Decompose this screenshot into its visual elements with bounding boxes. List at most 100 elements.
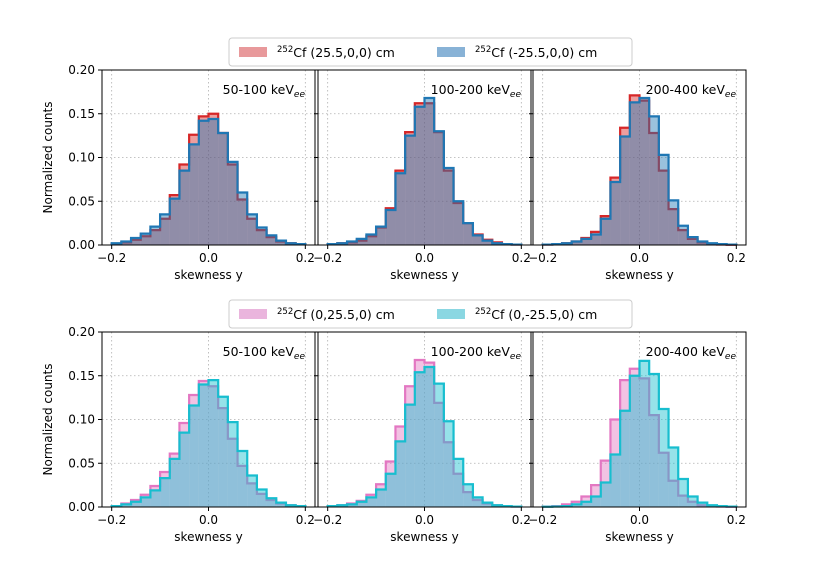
histogram-bar (443, 170, 454, 246)
histogram-bar (639, 378, 650, 508)
histogram-bar (218, 408, 228, 508)
histogram-bar (472, 234, 483, 245)
histogram-bar (649, 133, 659, 245)
histogram-bar (581, 238, 592, 245)
histogram-bar (463, 223, 473, 246)
histogram-bar (639, 98, 650, 245)
histogram-bar (697, 502, 708, 508)
x-axis-label: skewness y (605, 530, 673, 544)
histogram-bar (649, 415, 659, 508)
histogram-bar (620, 127, 630, 245)
histogram-bar (247, 483, 257, 508)
x-tick-label: −0.2 (528, 251, 557, 265)
histogram-bar (395, 426, 406, 507)
histogram-bar (237, 199, 248, 245)
histogram-bar (600, 460, 611, 508)
histogram-bar (276, 240, 286, 246)
panel-1-3: −0.2 0.0 0.2 skewness y 200-400 keVee (528, 69, 747, 282)
x-tick-label: 0.2 (727, 251, 746, 265)
histogram-bar (668, 480, 679, 507)
histogram-bar (658, 154, 669, 246)
histogram-bar (169, 198, 180, 246)
histogram-bar (356, 501, 367, 507)
histogram-bar (687, 237, 698, 246)
histogram-bar (131, 501, 141, 507)
histogram-bar (189, 405, 199, 507)
x-tick-label: −0.2 (97, 251, 126, 265)
histogram-bar (629, 102, 640, 246)
legend-swatch (437, 309, 465, 319)
x-tick-label: −0.2 (313, 513, 342, 527)
histogram-bar (208, 386, 219, 507)
panel-title: 100-200 keVee (431, 82, 522, 100)
panel-1-2: −0.2 0.0 0.2 skewness y 100-200 keVee (313, 69, 532, 282)
histogram-bar (385, 473, 396, 507)
histogram-bar (131, 238, 141, 245)
histogram-bar (140, 497, 151, 508)
histogram-bar (376, 484, 386, 507)
histogram-bar (610, 419, 621, 507)
series-2 (541, 359, 738, 508)
histogram-bar (453, 201, 464, 245)
histogram-bar (131, 500, 141, 507)
y-tick-label: 0.15 (68, 369, 95, 383)
x-tick-label: −0.2 (528, 513, 557, 527)
x-axis-label: skewness y (174, 268, 242, 282)
x-tick-label: 0.0 (199, 513, 218, 527)
histogram-bar (687, 496, 698, 507)
histogram-bar (658, 409, 669, 507)
x-tick-label: 0.0 (415, 513, 434, 527)
histogram-bar (571, 241, 582, 245)
histogram-bar (678, 479, 688, 507)
histogram-bar (189, 134, 199, 245)
histogram-bar (443, 442, 454, 507)
legend-label: 252Cf (0,25.5,0) cm (277, 307, 395, 322)
histogram-bar (169, 195, 180, 246)
histogram-bar (376, 227, 386, 245)
x-tick-label: 0.2 (296, 251, 315, 265)
histogram-bar (366, 494, 377, 507)
histogram-bar (424, 98, 435, 245)
histogram-bar (639, 360, 650, 508)
histogram-bar (218, 133, 228, 245)
histogram-bar (247, 214, 257, 246)
histogram-bar (414, 360, 425, 507)
histogram-bar (140, 494, 151, 507)
histogram-bar (385, 208, 396, 245)
histogram-bar (169, 458, 180, 508)
histogram-bar (424, 103, 435, 245)
histogram-bar (347, 242, 357, 246)
histogram-bar (678, 495, 688, 508)
x-axis-label: skewness y (390, 530, 458, 544)
histogram-bar (600, 216, 611, 246)
histogram-bar (266, 498, 277, 507)
histogram-bar (266, 500, 277, 507)
histogram-bar (121, 504, 132, 508)
panel-title: 200-400 keVee (646, 82, 737, 100)
histogram-bar (591, 234, 601, 245)
y-tick-label: 0.05 (68, 456, 95, 470)
histogram-bar (385, 461, 396, 507)
histogram-bar (629, 375, 640, 507)
panel-2-1: −0.2 0.0 0.2 0.00 0.05 0.10 0.15 0.20 skewness y… (68, 325, 316, 544)
histogram-bar (472, 235, 483, 246)
histogram-step-outline (541, 96, 738, 246)
histogram-bar (227, 438, 238, 507)
histogram-bar (581, 501, 592, 507)
x-axis-label: skewness y (390, 268, 458, 282)
histogram-bar (482, 502, 493, 508)
x-tick-label: 0.2 (727, 513, 746, 527)
histogram-bar (482, 503, 493, 507)
histogram-bar (414, 103, 425, 245)
x-axis-label: skewness y (605, 268, 673, 282)
histogram-bar (434, 131, 444, 245)
legend-swatch (239, 47, 267, 57)
histogram-bar (150, 486, 161, 507)
legend: 252Cf (0,25.5,0) cm 252Cf (0,-25.5,0) cm (228, 299, 633, 329)
histogram-bar (276, 503, 286, 507)
histogram-step-outline (326, 365, 523, 508)
histogram-bar (697, 241, 708, 245)
x-tick-label: 0.0 (630, 251, 649, 265)
histogram-bar (179, 170, 190, 246)
